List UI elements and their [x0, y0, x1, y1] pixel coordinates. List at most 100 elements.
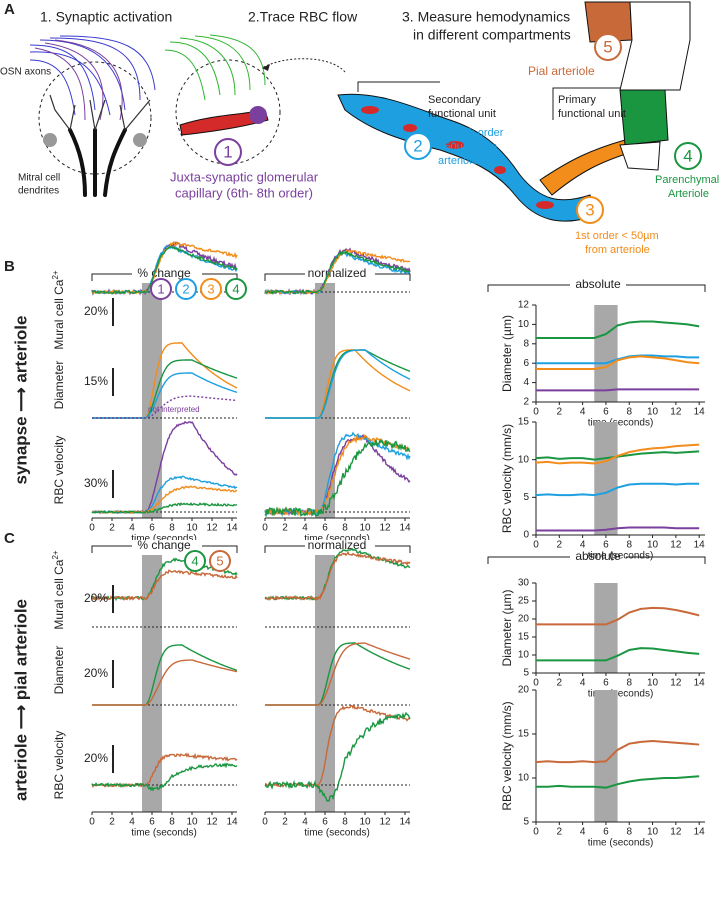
legend-marker — [225, 278, 247, 300]
y-tick-label: 5 — [523, 668, 529, 679]
compartment-number: 5 — [603, 37, 612, 56]
x-tick-label: 10 — [186, 523, 198, 534]
y-tick-label: 30 — [518, 578, 530, 589]
annotation: OSN axons — [0, 67, 51, 78]
legend-label: 5 — [216, 553, 223, 568]
row-label: Diameter — [52, 646, 66, 695]
header-bg — [570, 550, 626, 563]
stimulus-shade — [142, 555, 162, 812]
annotation: Secondary — [428, 94, 481, 106]
x-tick-label: 6 — [603, 407, 609, 418]
x-tick-label: 2 — [282, 523, 288, 534]
annotation: 1st order < 50µm — [575, 230, 659, 242]
compartment-number: 3 — [585, 200, 594, 219]
x-tick-label: 12 — [670, 540, 682, 551]
y-tick-label: 2 — [523, 397, 529, 408]
annotation: capillary (6th- 8th order) — [175, 185, 313, 200]
x-tick-label: 8 — [342, 817, 348, 828]
y-tick-label: 10 — [518, 454, 530, 465]
trace — [264, 550, 411, 601]
trace — [91, 762, 238, 792]
x-tick-label: 0 — [262, 817, 268, 828]
series-line — [536, 606, 700, 626]
x-tick-label: 10 — [359, 817, 371, 828]
annotation: Arteriole — [668, 188, 709, 200]
x-tick-label: 6 — [149, 817, 155, 828]
superscript: 2+ — [51, 270, 60, 279]
series-line — [535, 443, 700, 465]
x-tick-label: 12 — [206, 523, 218, 534]
row-label: Mural cell Ca2+ — [51, 270, 66, 349]
row-label: RBC velocity — [52, 436, 66, 505]
compartment-number: 1 — [223, 142, 232, 161]
x-tick-label: 14 — [226, 523, 238, 534]
y-tick-label: 15 — [518, 729, 530, 740]
annotation: functional unit — [428, 108, 496, 120]
x-tick-label: 2 — [109, 817, 115, 828]
x-tick-label: 6 — [603, 540, 609, 551]
x-tick-label: 12 — [670, 827, 682, 838]
annotation: not interpreted — [148, 405, 200, 414]
y-tick-label: 15 — [518, 632, 530, 643]
annotation: from arteriole — [585, 244, 650, 256]
scale-label: 20% — [84, 751, 108, 765]
annotation: 1st- 4th order — [438, 127, 504, 139]
x-tick-label: 12 — [379, 817, 391, 828]
x-tick-label: 10 — [647, 827, 659, 838]
series-line — [536, 647, 700, 662]
x-axis-title: time (seconds) — [131, 534, 197, 545]
legend-label: 1 — [157, 281, 164, 296]
compartment-marker — [214, 138, 242, 166]
x-axis-title: time (seconds) — [304, 534, 370, 545]
legend-label: 4 — [191, 553, 198, 568]
trace — [264, 434, 411, 517]
y-tick-label: 20 — [518, 685, 530, 696]
header-bg — [305, 268, 375, 280]
y-tick-label: 0 — [523, 530, 529, 541]
legend-label: 3 — [207, 281, 214, 296]
legend-label: 2 — [182, 281, 189, 296]
x-tick-label: 14 — [694, 407, 706, 418]
step: 1. Synaptic activation — [40, 9, 172, 25]
stimulus-shade — [315, 555, 335, 812]
x-tick-label: 8 — [342, 523, 348, 534]
side-label: arteriole ⟶ pial arteriole — [11, 599, 30, 801]
stimulus-shade — [142, 283, 162, 518]
x-tick-label: 6 — [322, 817, 328, 828]
scale-label: 20% — [84, 666, 108, 680]
x-tick-label: 4 — [580, 678, 586, 689]
compartment-marker — [576, 196, 604, 224]
side-label: synapse ⟶ arteriole — [11, 316, 30, 485]
trace — [91, 420, 238, 515]
y-tick-label: 5 — [523, 817, 529, 828]
section-header: % change — [137, 538, 191, 552]
compartment-number: 4 — [683, 146, 692, 165]
y-tick-label: 15 — [518, 417, 530, 428]
y-axis-title: Diameter (µm) — [500, 315, 514, 392]
x-tick-label: 0 — [533, 407, 539, 418]
trace — [91, 569, 238, 602]
section-header: absolute — [575, 277, 621, 291]
x-axis-title: time (seconds) — [304, 828, 370, 839]
trace — [91, 245, 238, 295]
y-tick-label: 12 — [518, 300, 530, 311]
row-label: Diameter — [52, 361, 66, 410]
x-tick-label: 0 — [533, 827, 539, 838]
step: 3. Measure hemodynamics — [402, 9, 570, 25]
x-tick-label: 6 — [603, 678, 609, 689]
x-tick-label: 12 — [206, 817, 218, 828]
trace — [264, 250, 411, 295]
x-tick-label: 8 — [169, 817, 175, 828]
compartment-number: 2 — [413, 136, 422, 155]
y-tick-label: 25 — [518, 596, 530, 607]
x-tick-label: 6 — [603, 827, 609, 838]
x-axis-title: time (seconds) — [588, 838, 654, 849]
x-tick-label: 8 — [626, 678, 632, 689]
x-tick-label: 4 — [302, 817, 308, 828]
x-tick-label: 4 — [129, 523, 135, 534]
step: 2.Trace RBC flow — [248, 9, 358, 25]
x-tick-label: 6 — [149, 523, 155, 534]
annotation: arteriole — [438, 155, 478, 167]
x-tick-label: 8 — [169, 523, 175, 534]
